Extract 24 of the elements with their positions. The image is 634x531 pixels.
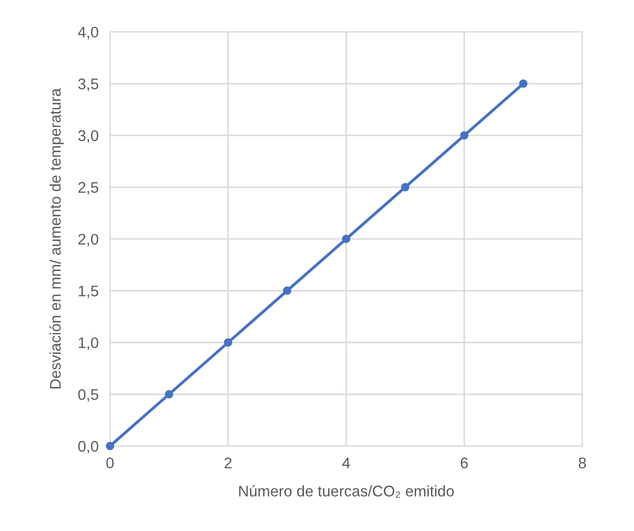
x-tick-label: 0 — [106, 458, 114, 468]
y-tick-label: 4,0 — [78, 26, 98, 40]
y-tick-label: 1,0 — [78, 337, 98, 350]
x-tick-label: 8 — [578, 458, 586, 468]
y-tick-label: 3,5 — [78, 78, 98, 92]
point — [282, 286, 292, 295]
point — [106, 442, 114, 450]
y-tick-label: 0,5 — [78, 389, 98, 402]
point — [342, 234, 350, 244]
point — [519, 79, 528, 88]
x-tick-label: 4 — [342, 458, 350, 468]
y-tick-label: 1,5 — [78, 286, 98, 298]
y-tick-label: 2,0 — [78, 234, 98, 246]
y-axis-title: Desviación en mm/ aumento de temperatura — [49, 88, 64, 388]
y-tick-label: 0,0 — [78, 440, 98, 454]
point — [224, 338, 232, 347]
x-axis-title: Número de tuercas/CO₂ emitido — [239, 485, 454, 498]
point — [401, 183, 410, 192]
point — [164, 390, 174, 398]
point — [460, 131, 468, 140]
x-tick-label: 6 — [460, 458, 468, 468]
y-tick-label: 3,0 — [78, 130, 98, 143]
x-tick-label: 2 — [224, 458, 232, 468]
y-tick-label: 2,5 — [78, 182, 98, 195]
